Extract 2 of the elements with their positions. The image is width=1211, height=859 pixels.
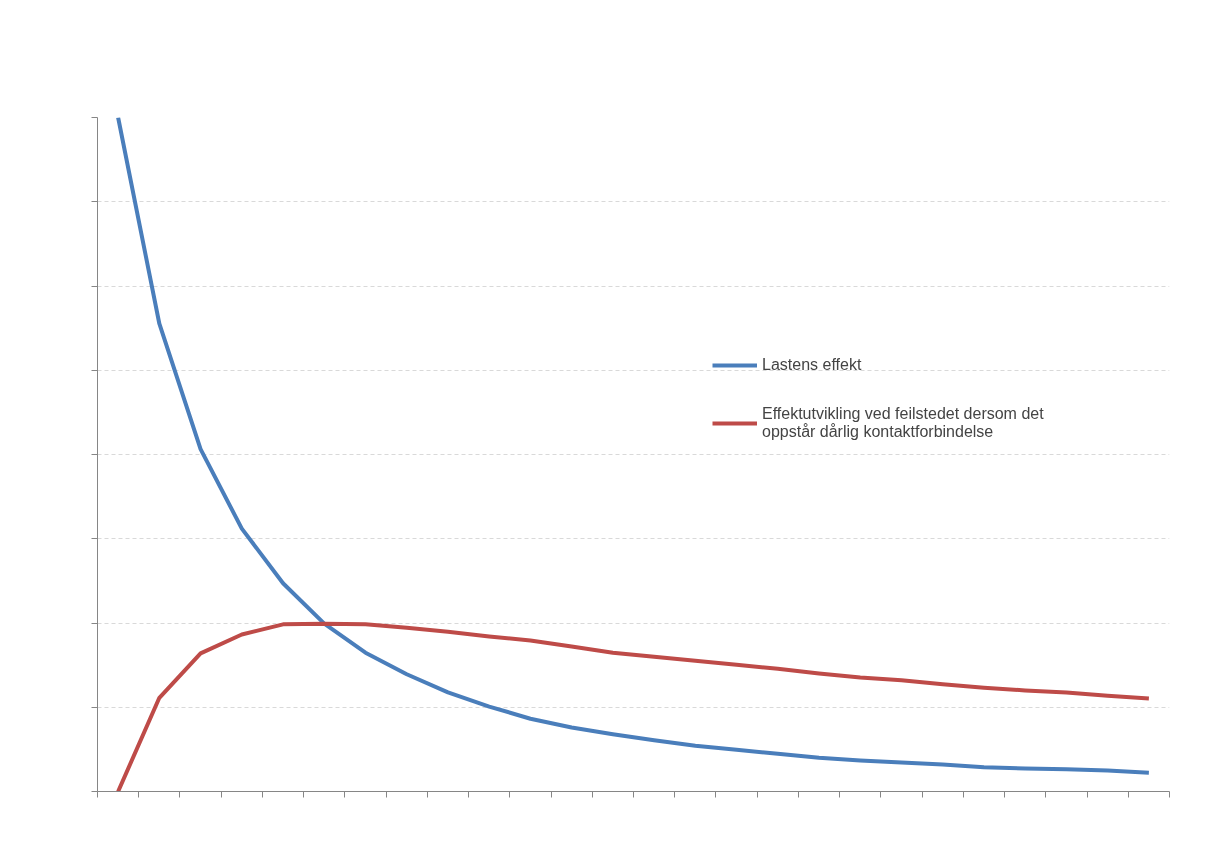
- legend-label: Effektutvikling ved feilstedet dersom det oppstår dårlig kontaktforbindelse: [762, 405, 1044, 441]
- legend-label: Lastens effekt: [762, 356, 862, 374]
